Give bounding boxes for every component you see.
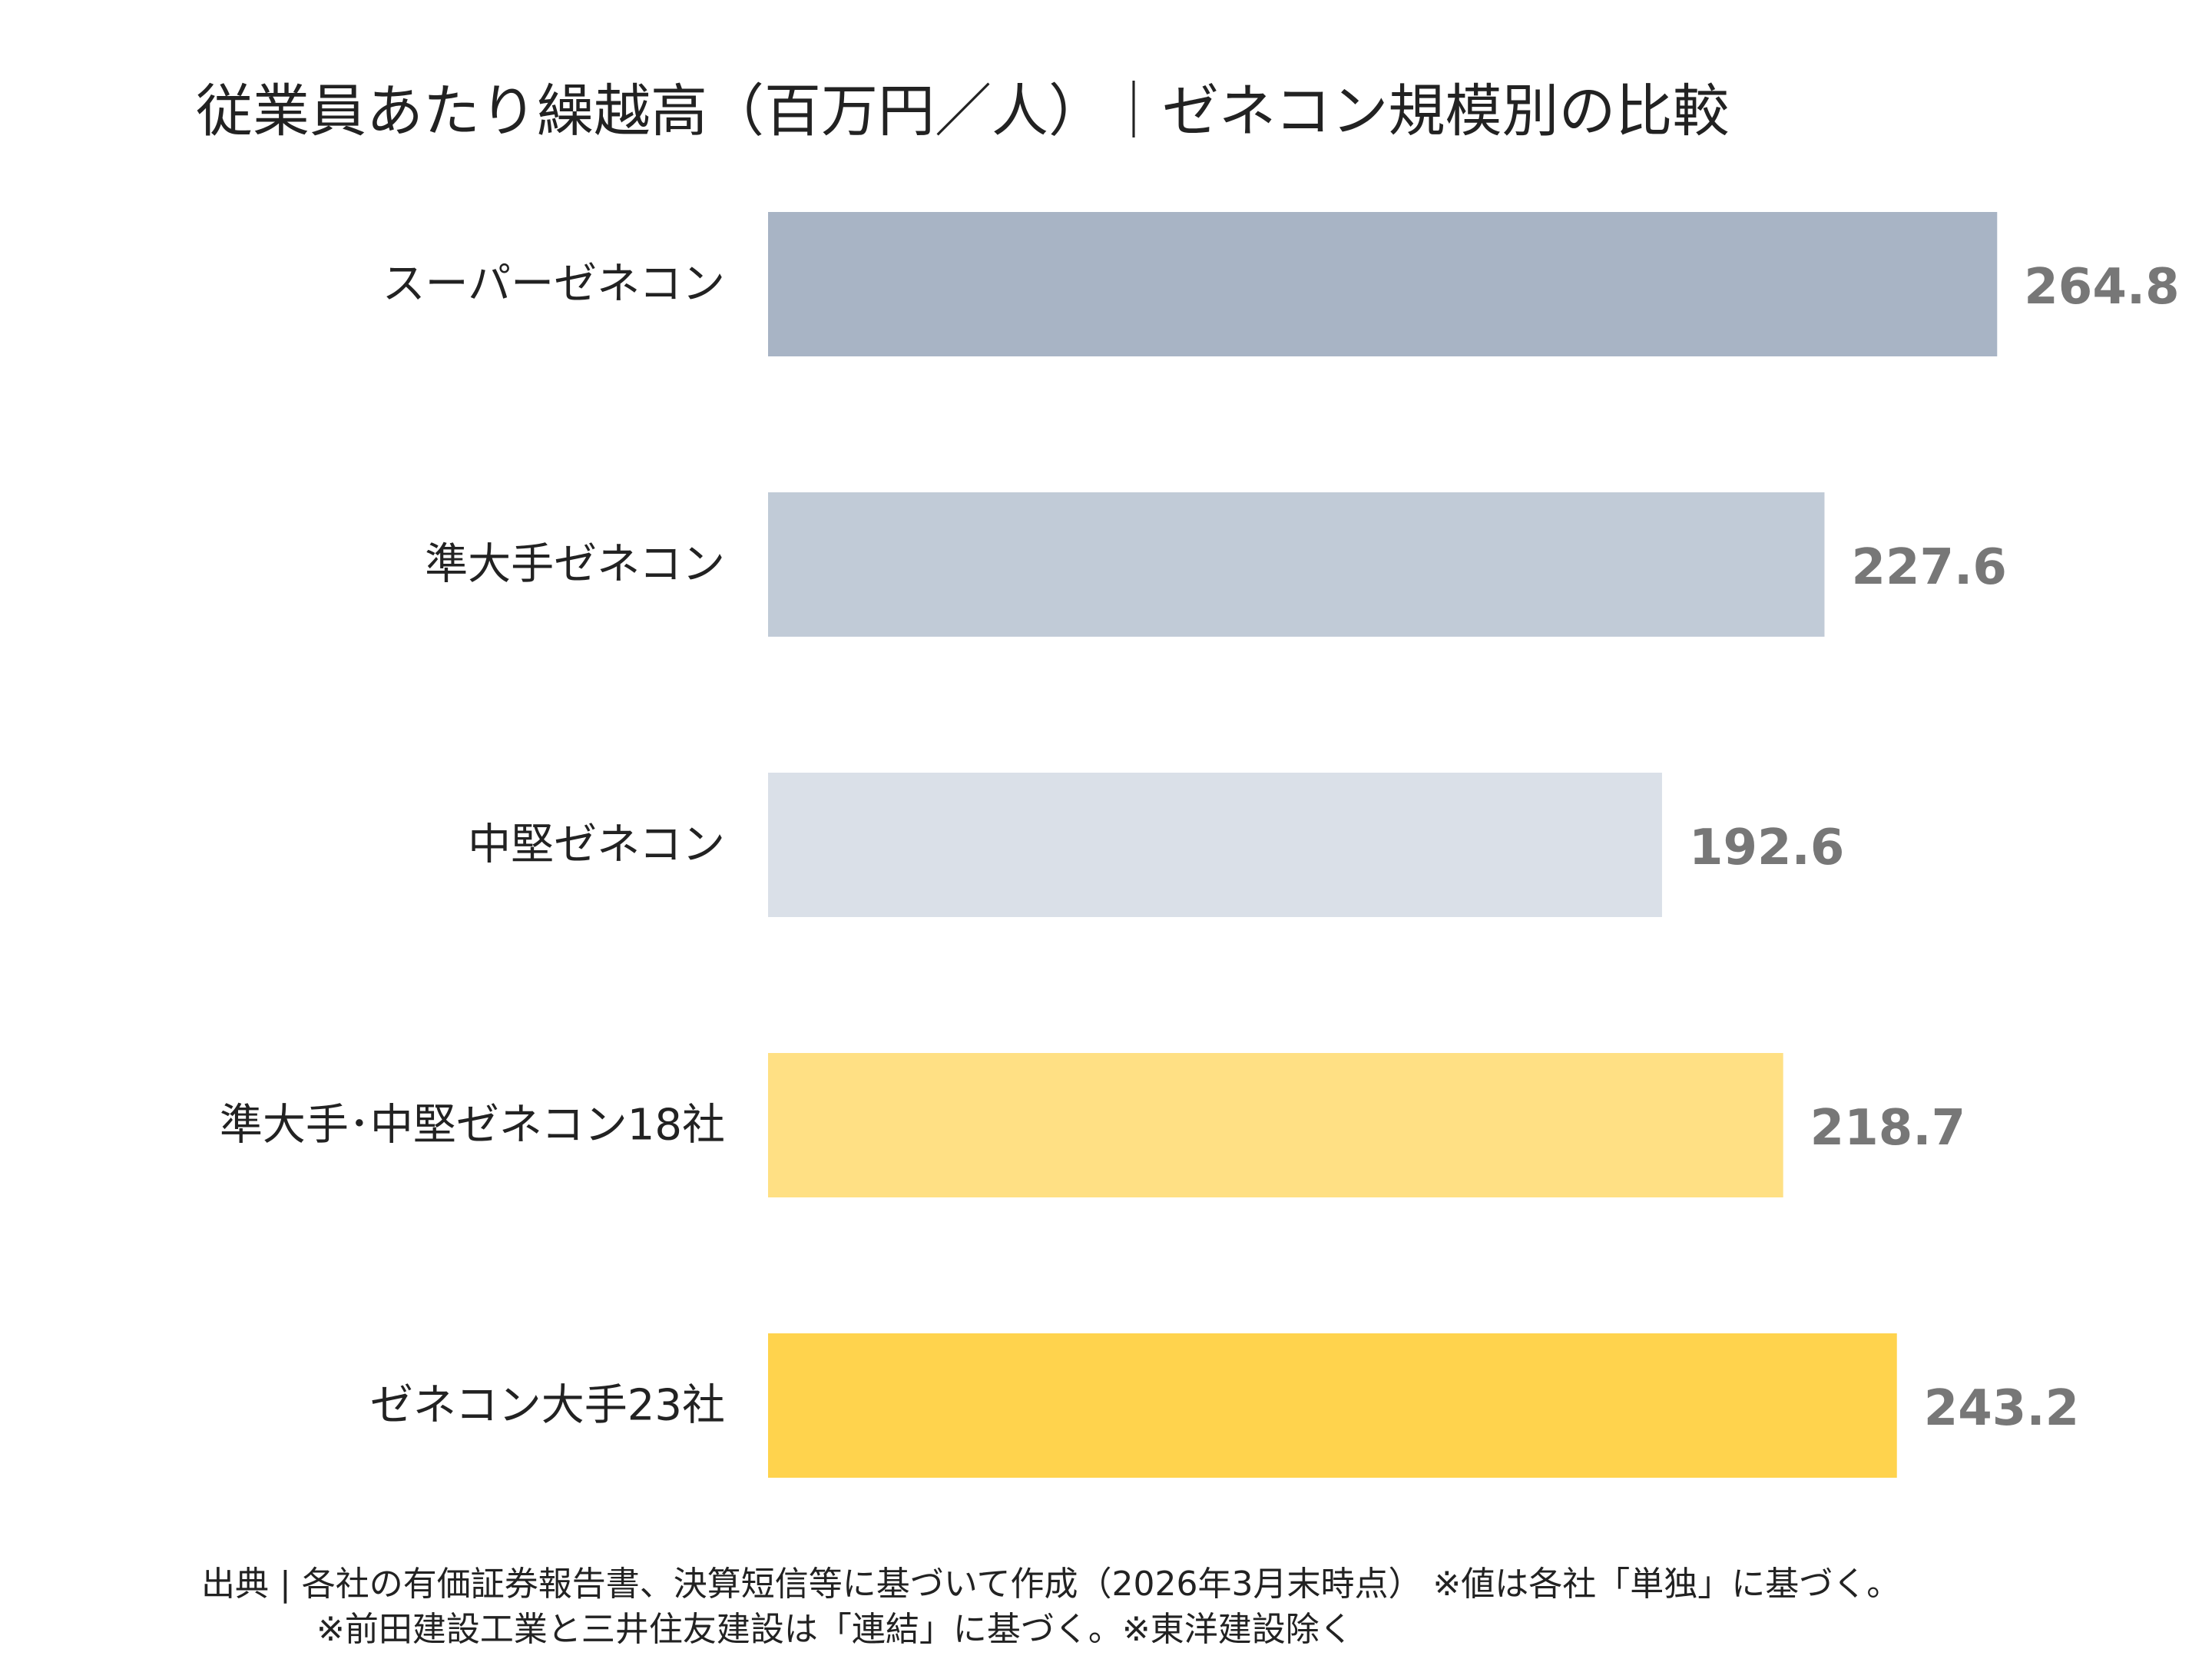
category-label-1: スーパーゼネコン — [382, 260, 725, 310]
value-label-3: 192.6 — [1689, 820, 1844, 876]
bar-3 — [768, 773, 1662, 917]
bar-2 — [768, 492, 1825, 637]
value-label-1: 264.8 — [2024, 259, 2179, 316]
value-label-2: 227.6 — [1851, 539, 2006, 596]
category-label-3: 中堅ゼネコン — [468, 820, 725, 870]
category-label-4: 準大手･中堅ゼネコン18社 — [220, 1101, 725, 1151]
chart-title: 従業員あたり繰越高（百万円／人）｜ゼネコン規模別の比較 — [196, 78, 1730, 144]
value-label-4: 218.7 — [1810, 1100, 1965, 1157]
value-label-5: 243.2 — [1924, 1380, 2079, 1437]
category-label-2: 準大手ゼネコン — [425, 540, 725, 590]
source-line-1: 出典 | 各社の有価証券報告書、決算短信等に基づいて作成（2026年3月末時点）… — [201, 1565, 1900, 1604]
bars-layer: スーパーゼネコン 264.8 準大手ゼネコン 227.6 中堅ゼネコン 192.6 準大手･… — [220, 212, 2180, 1478]
category-label-5: ゼネコン大手23社 — [370, 1381, 725, 1431]
source-line-2: ※前田建設工業と三井住友建設は「連結」に基づく。※東洋建設除く — [316, 1610, 1353, 1649]
bar-4 — [768, 1053, 1783, 1197]
bar-5 — [768, 1333, 1897, 1478]
bar-1 — [768, 212, 1998, 356]
